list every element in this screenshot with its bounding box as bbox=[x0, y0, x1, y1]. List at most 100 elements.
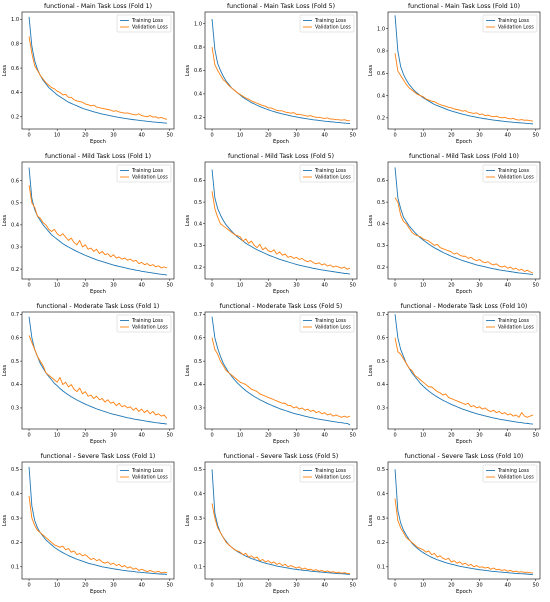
x-axis-label: Epoch bbox=[90, 139, 106, 145]
y-tick-label: 0.2 bbox=[194, 115, 202, 121]
y-tick-label: 0.2 bbox=[11, 540, 19, 546]
x-tick-label: 50 bbox=[350, 133, 356, 139]
y-tick-label: 0.4 bbox=[377, 93, 385, 99]
chart-title: functional - Main Task Loss (Fold 10) bbox=[408, 3, 520, 10]
y-tick-label: 0.4 bbox=[377, 382, 385, 388]
y-tick-label: 0.6 bbox=[377, 178, 385, 184]
x-tick-label: 0 bbox=[393, 583, 396, 589]
y-tick-label: 0.6 bbox=[194, 178, 202, 184]
y-tick-label: 0.5 bbox=[194, 467, 202, 473]
legend-entry: Training Loss bbox=[497, 18, 529, 24]
y-tick-label: 0.7 bbox=[194, 312, 202, 318]
y-tick-label: 0.4 bbox=[11, 90, 19, 96]
plot-frame bbox=[21, 461, 175, 580]
x-tick-label: 40 bbox=[321, 283, 327, 289]
x-tick-label: 10 bbox=[420, 583, 426, 589]
y-tick-label: 0.3 bbox=[377, 243, 385, 249]
y-axis-label: Loss bbox=[368, 365, 374, 377]
x-tick-label: 30 bbox=[476, 583, 482, 589]
legend-entry: Training Loss bbox=[314, 468, 346, 474]
x-tick-label: 10 bbox=[54, 433, 60, 439]
plot-frame bbox=[21, 161, 175, 280]
y-tick-label: 1.0 bbox=[194, 21, 202, 27]
y-tick-label: 0.6 bbox=[11, 66, 19, 72]
x-tick-label: 30 bbox=[476, 283, 482, 289]
legend-entry: Training Loss bbox=[497, 468, 529, 474]
legend-box bbox=[482, 464, 538, 483]
x-tick-label: 20 bbox=[448, 283, 454, 289]
legend-entry: Validation Loss bbox=[315, 325, 351, 331]
x-axis-label: Epoch bbox=[90, 439, 106, 445]
legend-entry: Validation Loss bbox=[132, 475, 168, 481]
y-axis-label: Loss bbox=[2, 365, 8, 377]
x-tick-label: 0 bbox=[27, 433, 30, 439]
legend-entry: Validation Loss bbox=[132, 325, 168, 331]
x-tick-label: 30 bbox=[110, 583, 116, 589]
x-tick-label: 40 bbox=[138, 133, 144, 139]
y-tick-label: 0.6 bbox=[11, 335, 19, 341]
chart-title: functional - Mild Task Loss (Fold 5) bbox=[228, 153, 334, 160]
x-axis-label: Epoch bbox=[273, 289, 289, 295]
chart-title: functional - Mild Task Loss (Fold 10) bbox=[409, 153, 519, 160]
x-tick-label: 40 bbox=[504, 133, 510, 139]
chart-panel: functional - Severe Task Loss (Fold 1) 0 1… bbox=[2, 453, 175, 595]
x-tick-label: 30 bbox=[476, 433, 482, 439]
legend-box bbox=[116, 164, 172, 183]
legend-entry: Validation Loss bbox=[315, 25, 351, 31]
legend-entry: Validation Loss bbox=[315, 175, 351, 181]
y-tick-label: 0.2 bbox=[194, 540, 202, 546]
chart-panel: functional - Moderate Task Loss (Fold 5)… bbox=[185, 303, 358, 445]
y-tick-label: 0.5 bbox=[194, 359, 202, 365]
y-axis-label: Loss bbox=[2, 65, 8, 77]
x-tick-label: 40 bbox=[321, 433, 327, 439]
y-tick-label: 0.1 bbox=[377, 565, 385, 571]
y-tick-label: 0.6 bbox=[194, 335, 202, 341]
y-tick-label: 0.4 bbox=[194, 221, 202, 227]
y-tick-label: 0.2 bbox=[11, 267, 19, 273]
y-tick-label: 0.5 bbox=[377, 467, 385, 473]
x-tick-label: 10 bbox=[420, 133, 426, 139]
x-axis-label: Epoch bbox=[456, 439, 472, 445]
y-tick-label: 0.4 bbox=[11, 382, 19, 388]
x-tick-label: 0 bbox=[27, 283, 30, 289]
validation-loss-line bbox=[394, 53, 534, 122]
x-tick-label: 10 bbox=[237, 133, 243, 139]
y-tick-label: 0.3 bbox=[11, 245, 19, 251]
legend-entry: Training Loss bbox=[314, 168, 346, 174]
x-tick-label: 40 bbox=[504, 583, 510, 589]
chart-title: functional - Main Task Loss (Fold 1) bbox=[44, 3, 152, 10]
validation-loss-line bbox=[28, 185, 168, 269]
legend-box bbox=[299, 464, 355, 483]
x-tick-label: 20 bbox=[265, 433, 271, 439]
chart-panel: functional - Main Task Loss (Fold 1) 0 10 2… bbox=[2, 3, 175, 145]
x-tick-label: 20 bbox=[448, 433, 454, 439]
x-tick-label: 50 bbox=[533, 133, 539, 139]
x-tick-label: 30 bbox=[293, 133, 299, 139]
training-loss-line bbox=[394, 167, 533, 275]
y-axis-label: Loss bbox=[368, 515, 374, 527]
plot-frame bbox=[21, 11, 175, 130]
x-axis-label: Epoch bbox=[273, 139, 289, 145]
y-axis-label: Loss bbox=[185, 365, 191, 377]
x-tick-label: 50 bbox=[167, 433, 173, 439]
y-tick-label: 0.4 bbox=[11, 491, 19, 497]
y-tick-label: 0.5 bbox=[377, 200, 385, 206]
x-tick-label: 20 bbox=[82, 433, 88, 439]
y-tick-label: 0.1 bbox=[194, 565, 202, 571]
validation-loss-line bbox=[211, 337, 351, 418]
y-tick-label: 0.8 bbox=[11, 41, 19, 47]
x-tick-label: 50 bbox=[167, 283, 173, 289]
training-loss-line bbox=[394, 314, 533, 425]
x-axis-label: Epoch bbox=[90, 589, 106, 595]
y-axis-label: Loss bbox=[185, 215, 191, 227]
training-loss-line bbox=[211, 18, 350, 124]
validation-loss-line bbox=[394, 197, 534, 274]
training-loss-line bbox=[394, 469, 533, 575]
chart-panel: functional - Severe Task Loss (Fold 10) 0… bbox=[368, 453, 541, 595]
legend-entry: Training Loss bbox=[131, 468, 163, 474]
legend-entry: Training Loss bbox=[314, 318, 346, 324]
